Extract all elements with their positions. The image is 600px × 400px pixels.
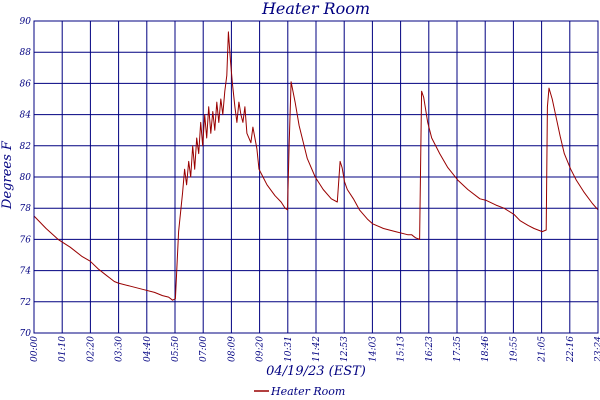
x-tick-label: 14:03 [368,336,378,362]
x-tick-label: 23:24 [594,336,600,363]
y-tick-label: 82 [20,142,32,152]
series-group [33,31,599,301]
x-tick-label: 11:42 [312,336,322,362]
x-axis-ticks: 00:00 01:10 02:20 03:30 04:40 05:50 07:00 08:09… [30,336,600,363]
x-tick-label: 07:00 [199,336,209,362]
y-tick-label: 84 [20,111,32,121]
y-tick-label: 70 [20,329,32,339]
plot-frame [33,20,599,334]
x-tick-label: 19:55 [509,336,519,362]
x-tick-label: 00:00 [30,336,40,362]
x-tick-label: 03:30 [115,336,125,362]
x-tick-label: 12:53 [340,336,350,362]
x-tick-label: 15:13 [397,336,407,362]
x-tick-label: 02:20 [86,336,96,362]
y-axis-label: Degrees F [0,140,15,210]
y-tick-label: 80 [20,173,32,183]
y-axis-ticks: 70 72 74 76 78 80 82 84 86 88 90 [20,17,32,339]
x-tick-label: 04:40 [143,336,153,362]
x-tick-label: 05:50 [171,336,181,362]
y-tick-label: 86 [20,79,32,89]
x-tick-label: 18:46 [481,336,491,362]
legend: Heater Room [254,385,345,398]
legend-label: Heater Room [270,385,345,398]
chart-title: Heater Room [261,0,370,18]
grid-lines [33,20,599,334]
y-tick-label: 88 [20,48,32,58]
y-tick-label: 72 [20,298,32,308]
x-tick-label: 22:16 [566,336,576,363]
x-axis-label: 04/19/23 (EST) [266,364,366,379]
x-tick-label: 08:09 [227,336,237,362]
y-tick-label: 78 [20,204,32,214]
x-tick-label: 09:20 [256,336,266,362]
y-tick-label: 74 [20,267,32,277]
y-tick-label: 90 [20,17,32,27]
x-tick-label: 01:10 [58,336,68,362]
x-tick-label: 17:35 [453,336,463,362]
x-tick-label: 10:31 [284,336,294,362]
x-tick-label: 16:23 [425,336,435,362]
x-tick-label: 21:05 [538,336,548,363]
series-line [33,31,599,301]
y-tick-label: 76 [20,235,32,245]
